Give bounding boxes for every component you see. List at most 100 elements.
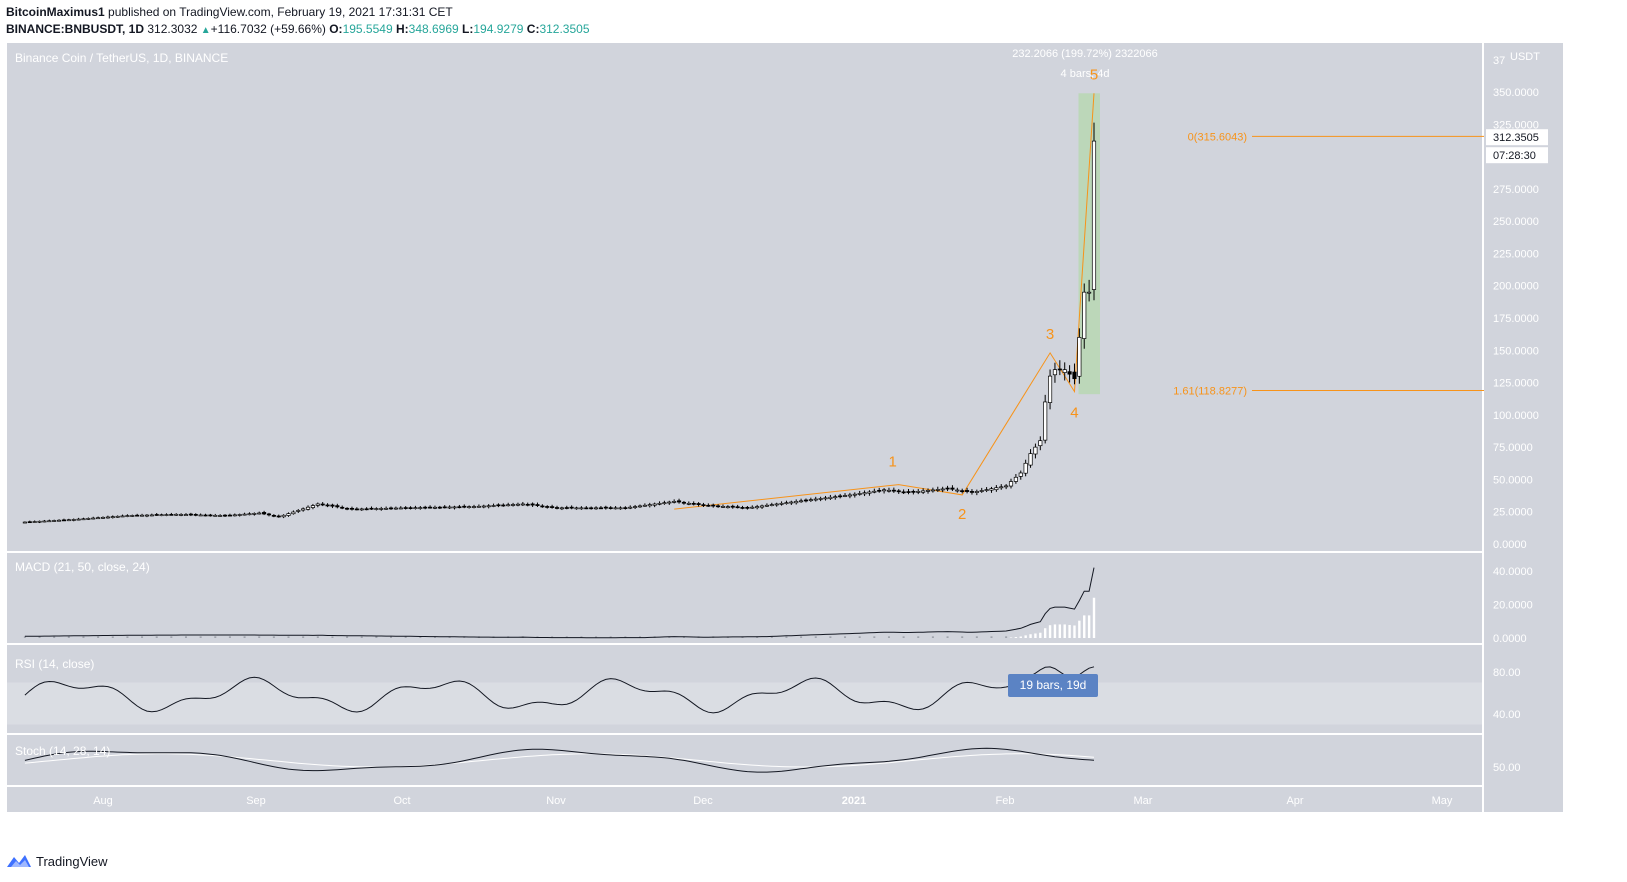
price-tick: 200.0000	[1493, 281, 1539, 293]
candle-body	[271, 514, 276, 517]
candle-body	[467, 506, 472, 508]
macd-hist-bar	[1068, 624, 1071, 638]
candle-body	[232, 514, 237, 517]
macd-hist-bar	[785, 636, 788, 638]
rsi-tick: 40.00	[1493, 709, 1521, 721]
candle-body	[213, 514, 218, 517]
candle-body	[1087, 291, 1092, 294]
chart-canvas[interactable]: 0(315.6043) 1.61(118.8277) 1 2 3 4 5 19 bars,…	[0, 0, 1627, 850]
candle-body	[525, 503, 530, 506]
candle-body	[706, 504, 711, 507]
macd-line[interactable]	[24, 567, 1095, 639]
macd-hist-bar	[946, 636, 949, 638]
time-axis-bg[interactable]	[7, 787, 1482, 812]
candle-body	[779, 502, 784, 505]
stoch-pane-bg	[7, 735, 1482, 785]
candle-body	[784, 502, 789, 505]
macd-hist-bar	[770, 636, 773, 638]
candle-body	[896, 490, 901, 493]
macd-hist-bar	[595, 636, 598, 638]
footer[interactable]: TradingView	[6, 853, 108, 869]
candle-body	[1028, 453, 1033, 466]
candle-body	[755, 506, 760, 509]
wave-label: 5	[1090, 66, 1098, 83]
footer-brand[interactable]: TradingView	[36, 853, 108, 869]
author-name[interactable]: BitcoinMaximus1	[6, 5, 105, 19]
stoch-d-line[interactable]	[24, 753, 1095, 768]
candle-body	[506, 504, 511, 507]
candle-body	[1004, 485, 1009, 488]
macd-hist-bar	[609, 636, 612, 638]
up-arrow-icon: ▲	[200, 25, 211, 36]
fib-label: 0(315.6043)	[1188, 131, 1247, 143]
macd-hist-bar	[258, 636, 261, 638]
price-tick: 275.0000	[1493, 184, 1539, 196]
macd-hist-bar	[858, 636, 861, 638]
macd-hist-bar	[873, 636, 876, 638]
candle-body	[1082, 291, 1087, 339]
price-unit: USDT	[1510, 51, 1540, 63]
candle-body	[789, 501, 794, 504]
candle-body	[428, 506, 433, 509]
stoch-k-line[interactable]	[24, 747, 1095, 773]
candle-body	[1013, 476, 1018, 482]
price-axis-bg[interactable]	[1484, 43, 1563, 812]
candle-body	[735, 506, 740, 509]
candle-body	[803, 499, 809, 502]
candle-body	[530, 503, 535, 506]
macd-hist-bar	[1009, 637, 1013, 638]
candle-body	[823, 497, 828, 500]
candle-body	[891, 489, 896, 492]
candle-body	[330, 504, 335, 507]
macd-hist-bar	[917, 636, 920, 638]
candle-body	[799, 500, 804, 503]
price-tick: 325.0000	[1493, 119, 1539, 131]
macd-hist-bar	[800, 636, 803, 638]
candle-body	[276, 515, 281, 518]
rsi-line[interactable]	[24, 666, 1095, 714]
candle-body	[86, 518, 91, 520]
candle-body	[457, 506, 462, 509]
candle-body	[496, 504, 501, 507]
candle-body	[76, 518, 81, 521]
candle-body	[57, 519, 62, 522]
macd-hist-bar	[184, 636, 187, 638]
macd-hist-bar	[170, 636, 173, 638]
rsi-badge[interactable]	[1008, 674, 1098, 697]
candle-body	[637, 505, 643, 508]
candle-body	[886, 489, 892, 492]
macd-hist-bar	[1043, 628, 1047, 638]
measure-label-bottom: 4 bars, 4d	[1061, 68, 1110, 80]
last-price: 312.3032	[147, 22, 198, 36]
macd-hist-bar	[243, 636, 246, 638]
price-tick: 50.0000	[1493, 474, 1533, 486]
measure-label-top: 232.2066 (199.72%) 2322066	[1012, 48, 1158, 60]
candle-body	[950, 487, 955, 490]
macd-hist-bar	[360, 636, 363, 638]
candle-body	[144, 514, 149, 517]
candle-body	[115, 515, 120, 518]
price-tick: 25.0000	[1493, 507, 1533, 519]
macd-hist-bar	[53, 636, 56, 638]
stoch-tick: 50.00	[1493, 762, 1521, 774]
macd-hist-bar	[1034, 633, 1037, 638]
candle-body	[984, 489, 989, 491]
candle-body	[354, 508, 359, 511]
candle-body	[37, 520, 42, 523]
candle-body	[486, 505, 491, 508]
candle-body	[740, 507, 745, 509]
candle-body	[564, 507, 569, 509]
macd-label: MACD (21, 50, close, 24)	[15, 560, 150, 574]
candle-body	[130, 515, 135, 517]
candle-body	[364, 508, 369, 511]
candle-body	[1033, 446, 1038, 455]
macd-hist-bar	[1058, 624, 1062, 638]
candle-body	[774, 503, 779, 506]
candle-body	[813, 498, 818, 501]
macd-hist-bar	[961, 636, 964, 638]
candle-body	[515, 503, 521, 506]
macd-hist-bar	[346, 636, 349, 638]
measure-box[interactable]	[1078, 93, 1100, 395]
price-tick: 350.0000	[1493, 87, 1539, 99]
candle-body	[667, 501, 672, 504]
